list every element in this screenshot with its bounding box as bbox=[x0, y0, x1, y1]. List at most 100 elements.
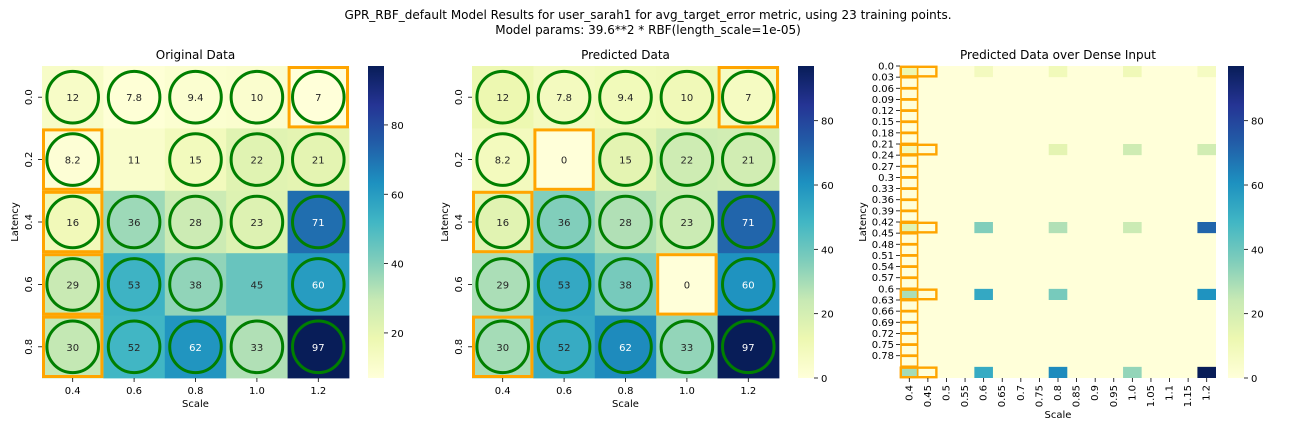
colorbar-tick-label: 0 bbox=[1251, 374, 1257, 385]
cell-value-label: 7 bbox=[745, 93, 751, 104]
y-tick-label: 0.06 bbox=[872, 84, 894, 95]
training-point-circle bbox=[45, 69, 100, 125]
x-tick-label: 0.75 bbox=[1034, 385, 1045, 407]
training-point-circle bbox=[291, 69, 346, 125]
dense-heatmap-cell bbox=[1123, 144, 1142, 156]
cell-value-label: 30 bbox=[66, 343, 79, 354]
heatmap-cell bbox=[533, 128, 596, 192]
cell-value-label: 8.2 bbox=[65, 156, 81, 167]
cell-value-label: 11 bbox=[128, 156, 141, 167]
highlight-box bbox=[533, 128, 595, 191]
x-tick-label: 1.2 bbox=[310, 386, 326, 397]
heatmap-cell bbox=[164, 128, 227, 192]
heatmap-cell bbox=[42, 66, 104, 129]
dense-heatmap-cell bbox=[974, 66, 993, 78]
training-point-circle bbox=[598, 132, 653, 187]
training-point-circle bbox=[106, 194, 162, 250]
x-tick-label: 1.05 bbox=[1146, 385, 1157, 407]
y-tick-label: 0.75 bbox=[872, 340, 894, 351]
y-tick-label: 0.03 bbox=[872, 73, 894, 84]
cell-value-label: 21 bbox=[312, 156, 325, 167]
dense-highlight-box bbox=[900, 355, 919, 368]
dense-highlight-box bbox=[900, 199, 919, 212]
heatmap-cell bbox=[472, 128, 534, 192]
cell-value-label: 23 bbox=[251, 218, 264, 229]
dense-highlight-box bbox=[900, 310, 919, 323]
dense-highlight-box bbox=[900, 121, 919, 134]
x-tick-label: 0.4 bbox=[904, 385, 915, 401]
cell-value-label: 33 bbox=[251, 343, 264, 354]
training-point-circle bbox=[598, 69, 653, 125]
x-tick-label: 1.15 bbox=[1183, 385, 1194, 407]
heatmap-cell bbox=[103, 315, 166, 379]
cell-value-label: 29 bbox=[496, 280, 509, 291]
dense-highlight-point bbox=[899, 143, 938, 156]
heatmap-cell bbox=[594, 66, 657, 129]
heatmap-cell bbox=[533, 315, 596, 379]
training-point-circle bbox=[106, 69, 162, 125]
cell-value-label: 22 bbox=[251, 156, 264, 167]
training-point-circle bbox=[721, 194, 776, 250]
x-tick-label: 0.6 bbox=[126, 386, 142, 397]
colorbar-tick-label: 80 bbox=[821, 117, 834, 128]
heatmap-cell bbox=[42, 253, 104, 316]
y-axis-label: Latency bbox=[10, 202, 21, 242]
dense-highlight-point bbox=[899, 65, 938, 78]
dense-heatmap-cell bbox=[1048, 66, 1068, 78]
y-tick-label: 0.12 bbox=[872, 106, 894, 117]
dense-highlight-box bbox=[900, 132, 919, 145]
heatmap-cell bbox=[42, 128, 104, 192]
heatmap-cell bbox=[594, 190, 657, 254]
x-tick-label: 0.55 bbox=[960, 385, 971, 407]
x-axis-label: Scale bbox=[182, 399, 209, 410]
y-tick-label: 0.45 bbox=[872, 229, 894, 240]
x-tick-label: 1.1 bbox=[1165, 385, 1176, 401]
dense-highlight-box bbox=[900, 333, 919, 345]
chart-title: Predicted Data bbox=[581, 48, 670, 62]
colorbar-tick-label: 60 bbox=[1251, 181, 1264, 192]
y-tick-label: 0.27 bbox=[872, 162, 894, 173]
training-point-circle bbox=[475, 132, 530, 187]
training-point-circle bbox=[659, 69, 715, 125]
highlight-box bbox=[717, 66, 779, 129]
training-point-circle bbox=[721, 69, 776, 125]
x-tick-label: 0.8 bbox=[1053, 385, 1064, 401]
cell-value-label: 0 bbox=[684, 280, 690, 291]
x-tick-label: 0.4 bbox=[65, 386, 81, 397]
cell-value-label: 38 bbox=[619, 280, 632, 291]
highlight-box bbox=[656, 253, 718, 316]
training-point-circle bbox=[598, 319, 653, 375]
heatmap-cell bbox=[656, 128, 718, 192]
heatmap-cell bbox=[42, 190, 104, 254]
training-point-circle bbox=[536, 257, 592, 312]
y-tick-label: 0.51 bbox=[872, 251, 894, 262]
cell-value-label: 16 bbox=[496, 218, 509, 229]
dense-highlight-box bbox=[900, 154, 919, 167]
dense-heatmap-cell bbox=[1197, 288, 1216, 300]
training-point-circle bbox=[536, 194, 592, 250]
dense-highlight-box bbox=[900, 188, 919, 200]
colorbar-tick-label: 40 bbox=[1251, 245, 1264, 256]
dense-highlight-box bbox=[900, 177, 919, 189]
y-tick-label: 0.54 bbox=[872, 262, 894, 273]
y-tick-label: 0.6 bbox=[878, 284, 894, 295]
cell-value-label: 8.2 bbox=[495, 156, 511, 167]
heatmap-cell bbox=[287, 190, 350, 254]
heatmap-cell bbox=[164, 315, 227, 379]
cell-value-label: 30 bbox=[496, 343, 509, 354]
cell-value-label: 0 bbox=[561, 156, 567, 167]
y-tick-label: 0.21 bbox=[872, 140, 894, 151]
training-point-circle bbox=[106, 319, 162, 375]
heatmap-cell bbox=[533, 66, 596, 129]
training-point-circle bbox=[168, 257, 223, 312]
dense-heatmap-cell bbox=[900, 288, 919, 300]
figure-subtitle: Model params: 39.6**2 * RBF(length_scale… bbox=[495, 23, 801, 37]
dense-highlight-point bbox=[899, 366, 938, 379]
dense-highlight-box bbox=[900, 76, 919, 89]
cell-value-label: 16 bbox=[66, 218, 79, 229]
dense-heatmap-cell bbox=[1048, 366, 1068, 378]
x-tick-label: 1.0 bbox=[679, 386, 695, 397]
heatmap-cell bbox=[533, 253, 596, 316]
highlight-box bbox=[42, 190, 104, 254]
